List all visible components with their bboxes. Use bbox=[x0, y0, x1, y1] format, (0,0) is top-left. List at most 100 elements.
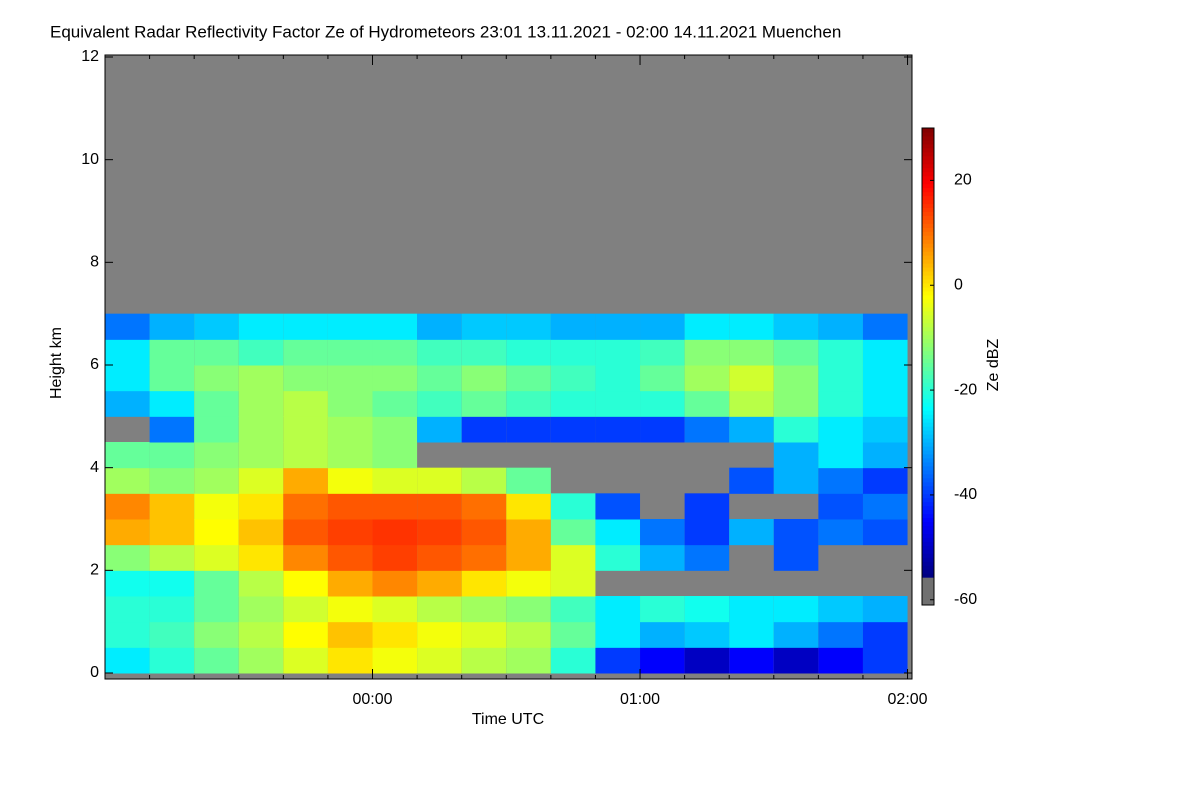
heatmap-cell bbox=[818, 442, 863, 469]
colorbar-segment bbox=[922, 203, 934, 208]
heatmap-cell bbox=[283, 313, 328, 340]
heatmap-cell bbox=[729, 339, 774, 366]
colorbar-segment bbox=[922, 167, 934, 173]
heatmap-cell bbox=[818, 365, 863, 392]
colorbar-segment bbox=[922, 529, 934, 534]
colorbar-tick-label: -20 bbox=[954, 381, 977, 398]
colorbar-segment bbox=[922, 279, 934, 284]
heatmap-cell bbox=[684, 493, 730, 520]
colorbar-segment bbox=[922, 195, 934, 201]
heatmap-cell bbox=[105, 544, 150, 571]
heatmap-cell bbox=[595, 647, 641, 674]
heatmap-cell bbox=[238, 365, 284, 392]
heatmap-cell bbox=[684, 313, 730, 340]
heatmap-cell bbox=[417, 544, 462, 571]
heatmap-cell bbox=[417, 493, 462, 520]
heatmap-cell bbox=[461, 519, 507, 546]
colorbar-segment bbox=[922, 235, 934, 240]
heatmap-cell bbox=[105, 621, 150, 648]
colorbar-segment bbox=[922, 378, 934, 383]
colorbar-segment bbox=[922, 430, 934, 435]
heatmap-cell bbox=[506, 647, 551, 674]
heatmap-cell bbox=[773, 442, 819, 469]
colorbar-segment bbox=[922, 549, 934, 554]
heatmap-cell bbox=[238, 570, 284, 597]
colorbar-segment bbox=[922, 255, 934, 260]
heatmap-cell bbox=[729, 467, 774, 494]
heatmap-cell bbox=[684, 647, 730, 674]
colorbar-segment bbox=[922, 585, 934, 590]
heatmap-cell bbox=[506, 365, 551, 392]
colorbar-segment bbox=[922, 533, 934, 538]
heatmap-cell bbox=[149, 365, 195, 392]
heatmap-cell bbox=[640, 390, 685, 417]
colorbar-segment bbox=[922, 298, 934, 304]
colorbar-segment bbox=[922, 223, 934, 228]
heatmap-cell bbox=[149, 647, 195, 674]
heatmap-cell bbox=[417, 647, 462, 674]
heatmap-cell bbox=[684, 519, 730, 546]
heatmap-cell bbox=[327, 467, 373, 494]
heatmap-cell bbox=[417, 519, 462, 546]
colorbar-segment bbox=[922, 597, 934, 602]
colorbar-segment bbox=[922, 561, 934, 566]
heatmap-cell bbox=[461, 570, 507, 597]
colorbar-segment bbox=[922, 151, 934, 157]
heatmap-cell bbox=[595, 544, 641, 571]
colorbar-segment bbox=[922, 334, 934, 340]
y-tick-label: 4 bbox=[90, 459, 99, 476]
colorbar-segment bbox=[922, 513, 934, 519]
heatmap-cell bbox=[417, 313, 462, 340]
heatmap-cell bbox=[461, 365, 507, 392]
colorbar-segment bbox=[922, 175, 934, 181]
colorbar-segment bbox=[922, 346, 934, 352]
colorbar-frame bbox=[921, 127, 935, 606]
heatmap-cell bbox=[550, 647, 596, 674]
colorbar-segment bbox=[922, 477, 934, 483]
plot-frame bbox=[104, 54, 913, 680]
heatmap-cell bbox=[461, 390, 507, 417]
heatmap-cell bbox=[818, 493, 863, 520]
heatmap-cell bbox=[461, 416, 507, 443]
heatmap-cell bbox=[372, 596, 418, 623]
colorbar-segment bbox=[922, 147, 934, 153]
heatmap-cell bbox=[105, 442, 150, 469]
heatmap-cell bbox=[684, 390, 730, 417]
heatmap-cell bbox=[238, 339, 284, 366]
colorbar-segment bbox=[922, 354, 934, 360]
colorbar-segment bbox=[922, 139, 934, 145]
colorbar-segment bbox=[922, 243, 934, 248]
colorbar-segment bbox=[922, 326, 934, 332]
heatmap-cell bbox=[238, 544, 284, 571]
heatmap-cell bbox=[194, 313, 239, 340]
heatmap-cell bbox=[640, 416, 685, 443]
colorbar-segment bbox=[922, 465, 934, 471]
heatmap-cell bbox=[238, 416, 284, 443]
colorbar-tick-label: -40 bbox=[954, 486, 977, 503]
heatmap-cell bbox=[550, 621, 596, 648]
heatmap-cell bbox=[238, 467, 284, 494]
colorbar-segment bbox=[922, 577, 934, 582]
heatmap-cell bbox=[550, 365, 596, 392]
heatmap-cell bbox=[773, 416, 819, 443]
heatmap-cell bbox=[862, 467, 908, 494]
heatmap-cell bbox=[372, 570, 418, 597]
colorbar-segment bbox=[922, 434, 934, 439]
heatmap-cell bbox=[461, 596, 507, 623]
heatmap-cell bbox=[773, 313, 819, 340]
colorbar-segment bbox=[922, 601, 934, 606]
heatmap-cell bbox=[506, 596, 551, 623]
heatmap-cell bbox=[550, 493, 596, 520]
heatmap-cell bbox=[327, 519, 373, 546]
x-tick-label: 01:00 bbox=[620, 691, 660, 708]
heatmap-cell bbox=[506, 621, 551, 648]
heatmap-cell bbox=[194, 621, 239, 648]
heatmap-cell bbox=[105, 467, 150, 494]
colorbar-segment bbox=[922, 283, 934, 288]
colorbar-segment bbox=[922, 505, 934, 511]
colorbar-segment bbox=[922, 537, 934, 542]
heatmap-cell bbox=[862, 519, 908, 546]
colorbar-segment bbox=[922, 485, 934, 491]
heatmap-cell bbox=[417, 570, 462, 597]
colorbar-segment bbox=[922, 545, 934, 550]
